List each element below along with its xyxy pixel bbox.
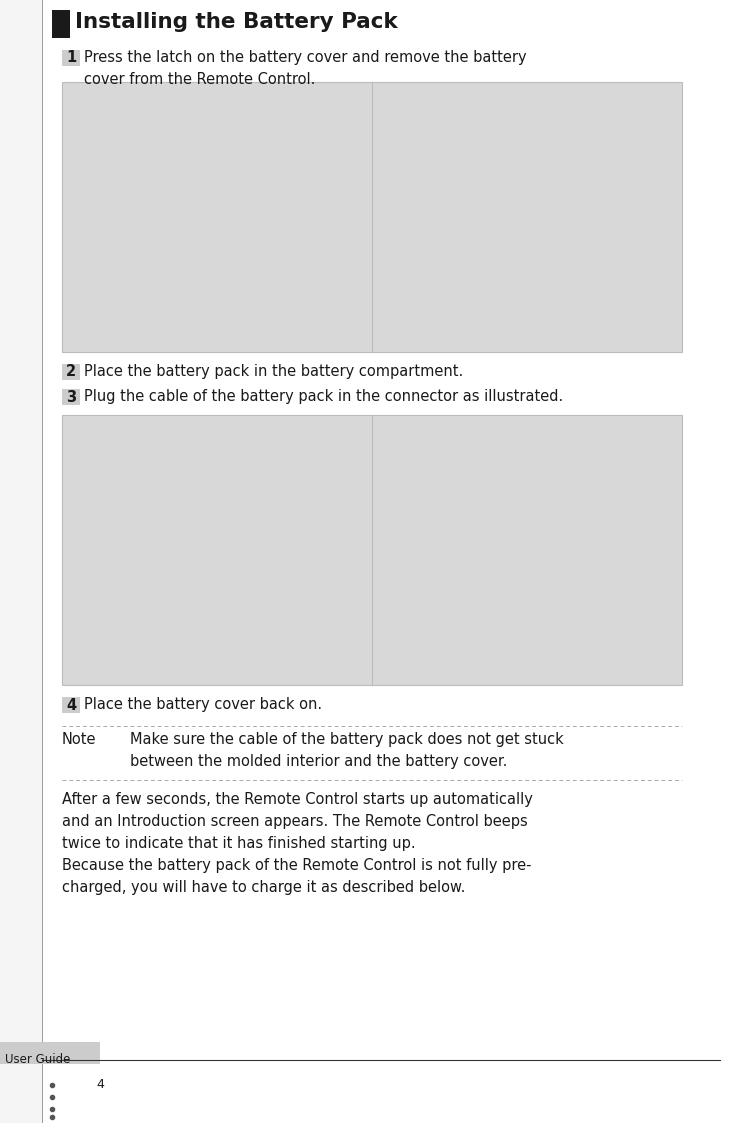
Text: Plug the cable of the battery pack in the connector as illustrated.: Plug the cable of the battery pack in th… [84, 389, 563, 404]
Text: User Guide: User Guide [5, 1053, 71, 1066]
Text: Note: Note [62, 732, 97, 747]
Text: 1: 1 [66, 51, 76, 65]
Text: Place the battery pack in the battery compartment.: Place the battery pack in the battery co… [84, 364, 464, 378]
Text: 4: 4 [96, 1078, 104, 1092]
Text: After a few seconds, the Remote Control starts up automatically
and an Introduct: After a few seconds, the Remote Control … [62, 792, 533, 851]
Bar [62, 416, 682, 685]
Bar [62, 82, 682, 351]
Bar [0, 1042, 100, 1063]
Text: Place the battery cover back on.: Place the battery cover back on. [84, 697, 322, 712]
Text: Make sure the cable of the battery pack does not get stuck
between the molded in: Make sure the cable of the battery pack … [130, 732, 564, 769]
Bar [0, 0, 42, 1123]
Text: 2: 2 [66, 365, 76, 380]
Text: 4: 4 [66, 697, 76, 712]
Text: Because the battery pack of the Remote Control is not fully pre-
charged, you wi: Because the battery pack of the Remote C… [62, 858, 531, 895]
Bar [62, 51, 80, 66]
Bar [52, 10, 70, 38]
Text: Press the latch on the battery cover and remove the battery
cover from the Remot: Press the latch on the battery cover and… [84, 51, 527, 88]
Bar [62, 389, 80, 405]
Text: Installing the Battery Pack: Installing the Battery Pack [75, 12, 398, 31]
Text: 3: 3 [66, 390, 76, 404]
Bar [62, 697, 80, 713]
Bar [62, 364, 80, 380]
